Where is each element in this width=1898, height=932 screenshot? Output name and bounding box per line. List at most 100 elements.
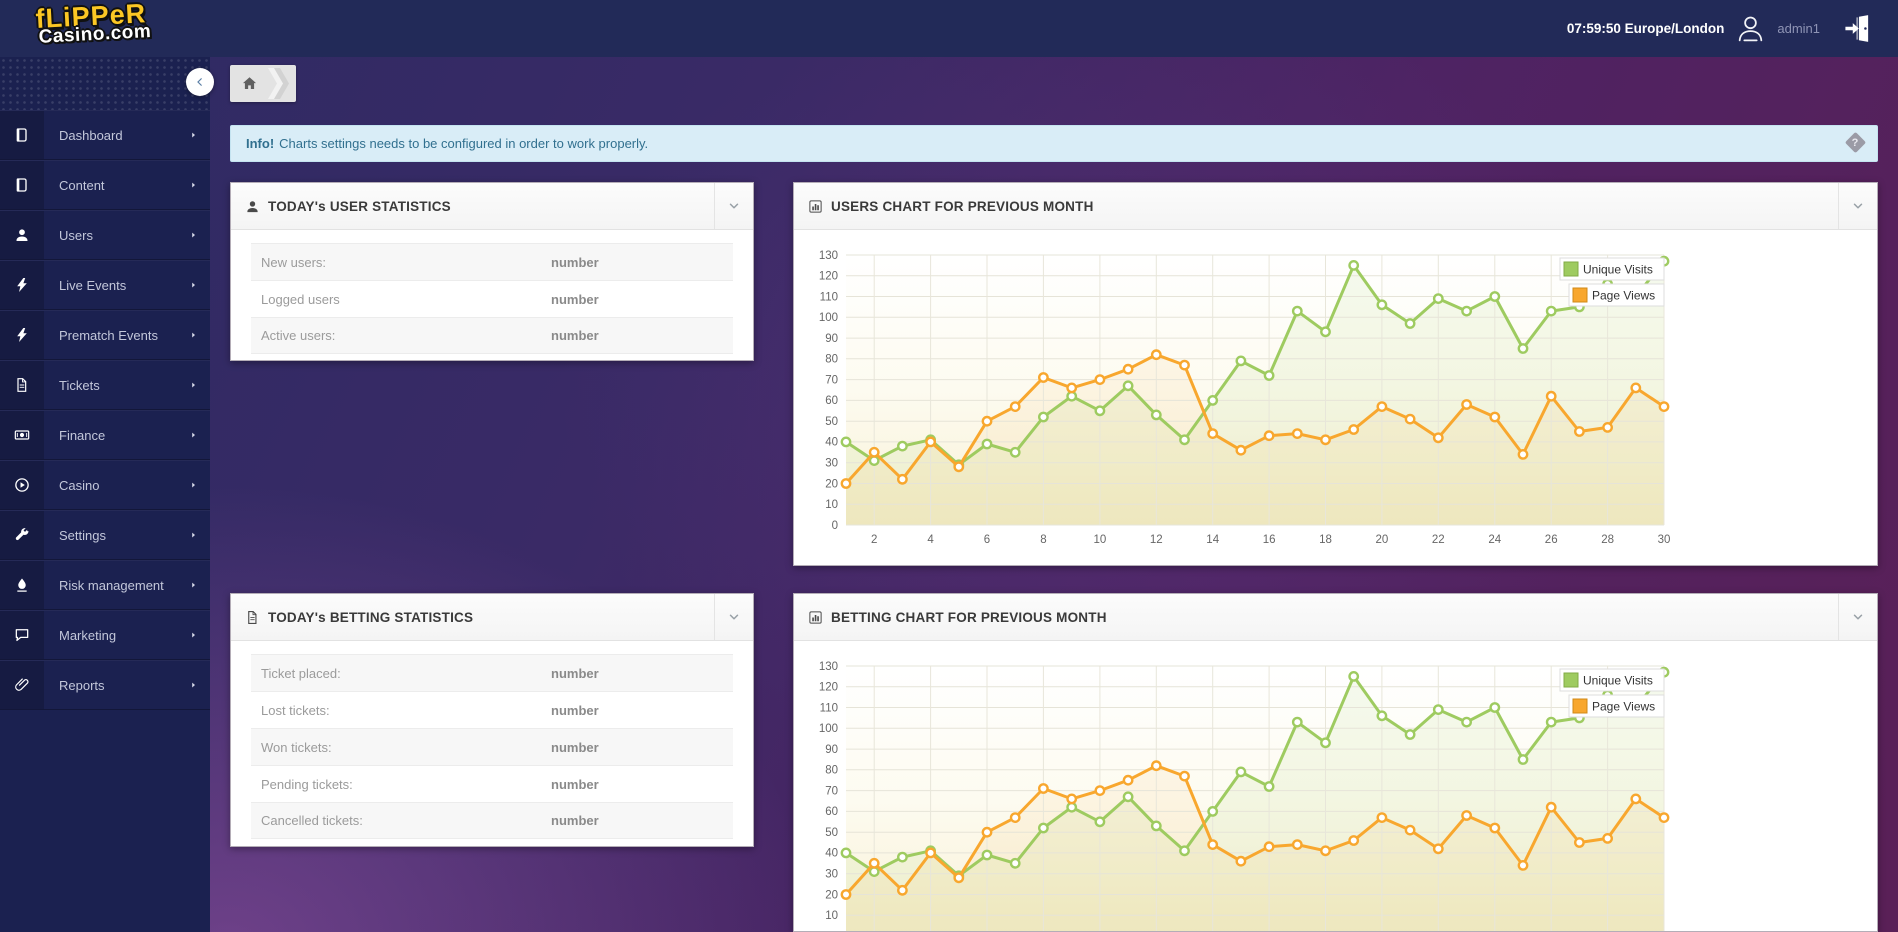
sidebar-item-finance[interactable]: Finance (0, 410, 210, 460)
svg-text:14: 14 (1206, 534, 1219, 546)
svg-text:10: 10 (825, 499, 838, 511)
sidebar-item-label: Dashboard (59, 127, 123, 143)
play-circle-icon (0, 461, 44, 509)
sidebar-item-content[interactable]: Content (0, 160, 210, 210)
svg-text:60: 60 (825, 395, 838, 407)
svg-text:70: 70 (825, 374, 838, 386)
stat-value: number (551, 291, 599, 307)
sidebar-item-label: Content (59, 177, 105, 193)
stat-value: number (551, 813, 599, 828)
svg-text:60: 60 (825, 806, 838, 818)
sidebar-item-label: Marketing (59, 627, 117, 643)
book-icon (0, 161, 44, 209)
wrench-icon (0, 511, 44, 559)
legend-item-unique-visits[interactable]: Unique Visits (1559, 668, 1665, 692)
betting-statistics-header: TODAY's BETTING STATISTICS (231, 594, 753, 641)
svg-text:12: 12 (1150, 534, 1163, 546)
user-statistics-panel: TODAY's USER STATISTICS New users: number… (230, 182, 754, 361)
collapse-panel-button[interactable] (714, 594, 753, 640)
betting-chart-for-previous-month-svg[interactable]: 0102030405060708090100110120130246810121… (794, 641, 1878, 932)
stat-label: Cancelled tickets: (261, 813, 363, 828)
sidebar-item-label: Casino (59, 477, 100, 493)
stat-label: Logged users (261, 291, 340, 307)
stat-value: number (551, 702, 599, 718)
stat-row-logged-users: Logged users number (251, 280, 733, 317)
sidebar-item-tickets[interactable]: Tickets (0, 360, 210, 410)
svg-text:28: 28 (1601, 534, 1614, 546)
svg-text:120: 120 (819, 271, 838, 283)
legend-item-page-views[interactable]: Page Views (1568, 694, 1665, 718)
user-icon (245, 199, 260, 214)
users-chart-header: USERS CHART FOR PREVIOUS MONTH (794, 183, 1877, 230)
home-icon[interactable] (241, 75, 258, 92)
sidebar-item-reports[interactable]: Reports (0, 660, 210, 710)
chevron-right-icon (189, 431, 198, 440)
username-label[interactable]: admin1 (1777, 21, 1820, 36)
svg-text:30: 30 (1658, 534, 1671, 546)
users-chart[interactable]: 0 10 20 30 40 50 60 70 80 90 100 110 120 130 2 4 6 8 10 12 1… (794, 230, 1877, 568)
svg-text:10: 10 (825, 910, 838, 922)
alert-text: Charts settings needs to be configured i… (279, 136, 649, 151)
betting-chart-panel: BETTING CHART FOR PREVIOUS MONTH 0 10 20 30… (793, 593, 1878, 932)
svg-text:30: 30 (825, 458, 838, 470)
stat-value: number (551, 254, 599, 270)
sidebar-item-prematch-events[interactable]: Prematch Events (0, 310, 210, 360)
svg-text:20: 20 (825, 478, 838, 490)
betting-statistics-rows: Ticket placed: number Lost tickets: number W… (231, 641, 753, 839)
sidebar-item-marketing[interactable]: Marketing (0, 610, 210, 660)
svg-text:22: 22 (1432, 534, 1445, 546)
panel-title: TODAY's USER STATISTICS (268, 198, 451, 214)
logout-door-icon[interactable] (1843, 14, 1872, 43)
sidebar-item-label: Finance (59, 427, 106, 443)
stat-value: number (551, 328, 599, 343)
sidebar: Dashboard Content Users Live Events Prematch… (0, 57, 210, 932)
svg-text:100: 100 (819, 312, 838, 324)
sidebar-item-label: Settings (59, 527, 106, 543)
chevron-right-icon (189, 131, 198, 140)
sidebar-collapse-button[interactable] (186, 68, 214, 96)
panel-title: USERS CHART FOR PREVIOUS MONTH (831, 198, 1094, 214)
betting-chart-header: BETTING CHART FOR PREVIOUS MONTH (794, 594, 1877, 641)
collapse-panel-button[interactable] (714, 183, 753, 229)
sidebar-item-settings[interactable]: Settings (0, 510, 210, 560)
bolt-icon (0, 261, 44, 309)
svg-text:20: 20 (1376, 534, 1389, 546)
svg-text:120: 120 (819, 682, 838, 694)
svg-text:30: 30 (825, 869, 838, 881)
svg-text:24: 24 (1488, 534, 1501, 546)
question-diamond-icon[interactable]: ? (1844, 131, 1867, 154)
sidebar-item-risk-management[interactable]: Risk management (0, 560, 210, 610)
bar-chart-icon (808, 199, 823, 214)
collapse-panel-button[interactable] (1838, 183, 1877, 229)
money-icon (0, 411, 44, 459)
sidebar-item-casino[interactable]: Casino (0, 460, 210, 510)
svg-text:0: 0 (832, 931, 838, 932)
svg-text:6: 6 (984, 534, 990, 546)
stat-value: number (551, 665, 599, 681)
sidebar-item-users[interactable]: Users (0, 210, 210, 260)
chevron-right-icon (189, 531, 198, 540)
stat-row-lost-tickets: Lost tickets: number (251, 691, 733, 728)
svg-text:40: 40 (825, 848, 838, 860)
svg-text:130: 130 (819, 661, 838, 673)
chevron-right-icon (189, 231, 198, 240)
user-avatar-icon[interactable] (1735, 13, 1766, 44)
topbar: fLiPPeR Casino.com 07:59:50 Europe/Londo… (0, 0, 1898, 57)
svg-text:Page Views: Page Views (1592, 289, 1655, 303)
sidebar-item-label: Prematch Events (59, 327, 158, 343)
svg-text:Unique Visits: Unique Visits (1583, 263, 1653, 277)
flipper-casino-logo[interactable]: fLiPPeR Casino.com (35, 0, 152, 48)
collapse-panel-button[interactable] (1838, 594, 1877, 640)
svg-text:50: 50 (825, 416, 838, 428)
sidebar-item-dashboard[interactable]: Dashboard (0, 110, 210, 160)
sidebar-item-live-events[interactable]: Live Events (0, 260, 210, 310)
legend-item-page-views[interactable]: Page Views (1568, 283, 1665, 307)
svg-text:90: 90 (825, 333, 838, 345)
betting-chart[interactable]: 0102030405060708090100110120130246810121… (794, 641, 1878, 932)
svg-text:16: 16 (1263, 534, 1276, 546)
legend-item-unique-visits[interactable]: Unique Visits (1559, 257, 1665, 281)
users-chart-panel: USERS CHART FOR PREVIOUS MONTH 0 10 20 30 40… (793, 182, 1878, 566)
chevron-right-icon (189, 631, 198, 640)
